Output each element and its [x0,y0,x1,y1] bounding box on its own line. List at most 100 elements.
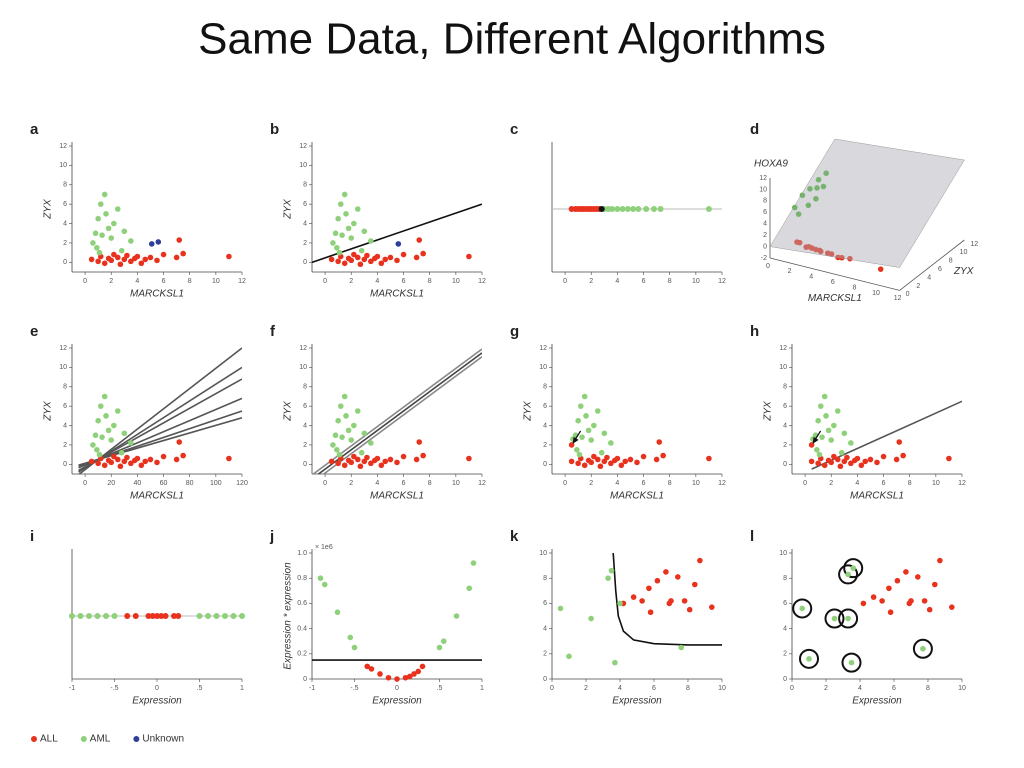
point [601,430,608,437]
point [332,230,339,237]
point [617,600,623,607]
point [643,206,650,212]
point [585,427,592,434]
y-tick-label: 12 [779,345,787,352]
x-tick-label: 10 [932,480,940,487]
x-tick-label: 2 [109,278,113,285]
point [180,250,186,257]
point [128,440,134,446]
point [609,206,616,212]
point [608,440,614,446]
x-tick-label: 120 [236,480,248,487]
point [114,254,121,261]
x-tick-label: 40 [133,480,141,487]
point [850,565,856,571]
point [656,439,663,445]
point [630,206,637,212]
x-tick-label: 0 [83,480,87,487]
point [154,459,160,466]
point [705,206,712,212]
point [341,462,348,469]
point [328,256,335,263]
y-tick-label: 0 [63,259,67,266]
x-tick-label: 6 [652,685,656,692]
x-tick-label: 10 [212,278,220,285]
y-tick-label: 0 [783,676,787,683]
point [364,454,370,461]
y-tick-label: 10 [299,162,307,169]
legend-label: ALL [40,734,58,745]
x-axis-label: Expression [132,696,182,707]
point [364,663,371,670]
point [351,220,357,227]
boundary-line [78,417,242,466]
point [697,557,703,564]
point [598,449,605,456]
point [351,644,358,651]
point [343,413,349,419]
point [823,170,829,176]
point [420,452,426,459]
x-tick-label: 8 [926,685,930,692]
point [226,253,232,260]
y-tick-label: 2 [63,240,67,247]
point [466,253,472,260]
point [831,453,837,460]
point [575,460,581,467]
z-tick-label: 8 [763,198,767,205]
point [92,432,99,439]
point [101,191,108,198]
point [134,253,141,260]
x-tick-label: .5 [437,685,443,692]
point [114,456,121,463]
panel-label: g [510,323,519,340]
point [339,434,345,440]
point [387,456,394,463]
point [400,453,407,460]
point [858,462,865,469]
point [348,257,355,264]
point [821,462,828,469]
point [92,230,99,237]
y-tick-label: 10 [539,550,547,557]
x-tick-label: 2 [584,685,588,692]
point [411,671,417,677]
point [848,440,854,446]
y-tick-label: 12 [59,345,67,352]
x-tick-label: 8 [428,278,432,285]
point [466,455,472,462]
point [828,251,835,257]
point [335,258,341,265]
point [937,557,943,564]
point [420,250,426,257]
point [805,202,812,209]
point [814,185,820,191]
point [577,403,584,409]
point [862,458,869,465]
panel-label: j [269,528,274,545]
y-tick-label: 0 [303,676,307,683]
ring [843,558,864,579]
point [880,453,887,460]
point [226,455,232,462]
x-tick-label: 4 [375,480,379,487]
point [90,442,96,448]
point [874,459,880,466]
point [374,455,381,462]
y-tick-label: 10 [960,249,968,256]
point [792,204,798,211]
panel-label: k [510,528,519,545]
ring [799,648,819,669]
point [213,613,220,619]
point [915,574,921,580]
y-tick-label: 4 [783,625,787,632]
point [608,460,614,467]
point [395,241,402,247]
x-tick-label: 6 [402,278,406,285]
point [817,403,824,409]
z-tick-label: 10 [759,186,767,193]
point [332,432,339,439]
point [575,417,581,424]
point [134,455,141,462]
x-tick-label: 12 [478,278,486,285]
